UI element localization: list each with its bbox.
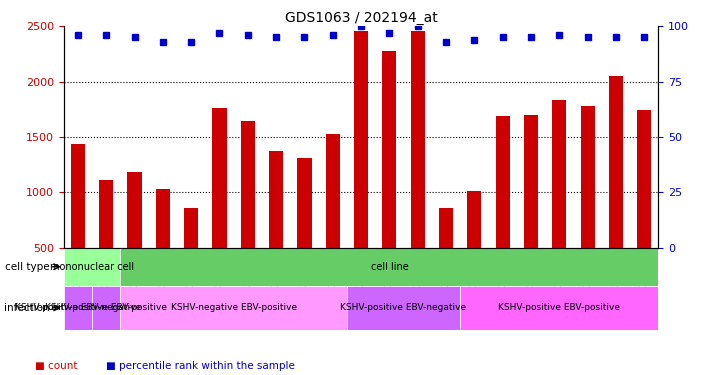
Text: cell line: cell line (370, 262, 409, 272)
Bar (637, 110, 651, 303)
Bar (524, 115, 538, 303)
Bar (326, 134, 340, 303)
Bar (411, 31, 425, 303)
Bar (609, 76, 623, 303)
Bar (552, 100, 566, 303)
Text: KSHV-positive EBV-positive: KSHV-positive EBV-positive (45, 303, 167, 312)
Bar (460, 286, 658, 330)
Bar (347, 286, 460, 330)
Text: cell type: cell type (5, 262, 50, 272)
Bar (127, 172, 142, 303)
Bar (64, 248, 120, 286)
Text: ■ percentile rank within the sample: ■ percentile rank within the sample (106, 361, 295, 371)
Text: KSHV-negative EBV-positive: KSHV-negative EBV-positive (171, 303, 297, 312)
Text: infection: infection (4, 303, 50, 313)
Bar (92, 286, 120, 330)
Bar (467, 191, 481, 303)
Bar (382, 51, 396, 303)
Text: mononuclear cell: mononuclear cell (50, 262, 134, 272)
Bar (439, 208, 453, 303)
Bar (64, 286, 92, 330)
Bar (120, 286, 347, 330)
Bar (99, 180, 113, 303)
Title: GDS1063 / 202194_at: GDS1063 / 202194_at (285, 11, 438, 25)
Bar (212, 108, 227, 303)
Text: KSHV-positive EBV-negative: KSHV-positive EBV-negative (341, 303, 467, 312)
Bar (354, 31, 368, 303)
Bar (71, 144, 85, 303)
Bar (581, 106, 595, 303)
Bar (297, 158, 312, 303)
Bar (496, 116, 510, 303)
Text: KSHV-positive EBV-negative: KSHV-positive EBV-negative (15, 303, 141, 312)
Bar (241, 122, 255, 303)
Bar (269, 152, 283, 303)
Text: ■ count: ■ count (35, 361, 78, 371)
Bar (184, 208, 198, 303)
Bar (156, 189, 170, 303)
Text: KSHV-positive EBV-positive: KSHV-positive EBV-positive (498, 303, 620, 312)
